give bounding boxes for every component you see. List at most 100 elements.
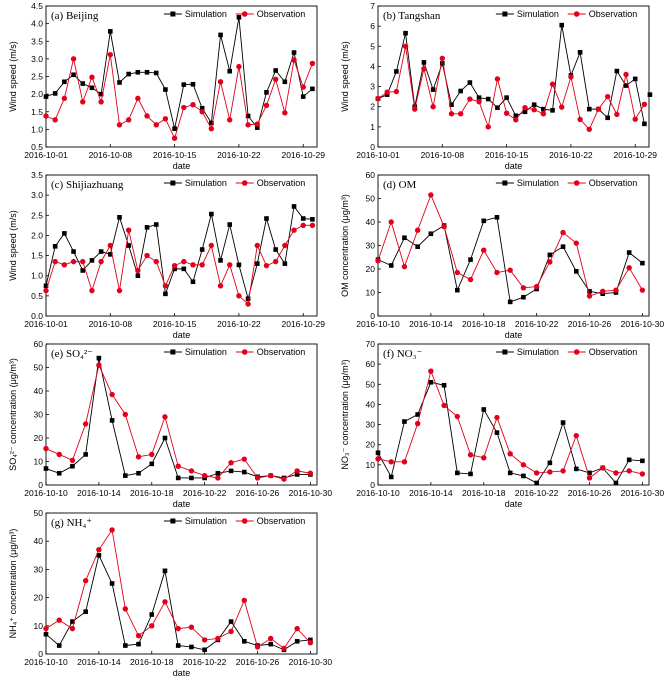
data-point-simulation bbox=[62, 79, 67, 85]
data-point-observation bbox=[441, 402, 447, 409]
panel-6: 0 10 20 30 40 50 2016-10-10 2016-10-14 2016-10-1… bbox=[8, 508, 332, 678]
data-point-simulation bbox=[394, 69, 399, 74]
y-tick-label: 3.5 bbox=[31, 170, 43, 180]
plot-frame bbox=[377, 343, 650, 486]
data-point-observation bbox=[69, 457, 76, 464]
x-tick-label: 2016-10-29 bbox=[281, 319, 325, 329]
data-point-observation bbox=[263, 262, 270, 269]
data-point-simulation bbox=[241, 639, 247, 644]
data-point-observation bbox=[467, 276, 474, 283]
legend-marker-square bbox=[502, 180, 508, 186]
data-point-observation bbox=[122, 606, 129, 612]
data-point-simulation bbox=[144, 69, 150, 75]
data-point-simulation bbox=[559, 22, 565, 28]
data-point-observation bbox=[454, 413, 461, 420]
series-line-simulation bbox=[45, 17, 313, 129]
data-point-observation bbox=[494, 76, 501, 82]
data-point-simulation bbox=[626, 250, 632, 255]
x-tick-label: 2016-10-30 bbox=[289, 657, 333, 667]
data-point-observation bbox=[171, 262, 178, 269]
data-point-simulation bbox=[123, 643, 128, 648]
x-tick-label: 2016-10-10 bbox=[24, 488, 68, 498]
data-point-observation bbox=[272, 76, 279, 83]
x-tick-label: 2016-10-08 bbox=[421, 150, 465, 160]
data-point-observation bbox=[375, 258, 381, 264]
data-point-simulation bbox=[541, 106, 546, 112]
legend-marker-circle bbox=[241, 518, 248, 524]
data-point-simulation bbox=[109, 581, 115, 586]
data-point-observation bbox=[268, 635, 274, 642]
y-tick-label: 0.5 bbox=[31, 142, 43, 152]
legend-entry-1: Observation bbox=[257, 347, 306, 357]
panel-5: 0 10 20 30 40 50 60 70 2016-10-10 2016-10-14 2016-… bbox=[340, 339, 664, 509]
data-point-simulation bbox=[300, 94, 306, 99]
data-point-observation bbox=[507, 451, 513, 457]
data-point-simulation bbox=[402, 235, 407, 241]
x-axis-label: date bbox=[173, 668, 191, 678]
data-point-observation bbox=[175, 463, 181, 469]
data-point-observation bbox=[281, 476, 287, 482]
data-point-observation bbox=[520, 285, 527, 291]
data-point-observation bbox=[96, 362, 102, 368]
y-tick-label: 70 bbox=[366, 339, 376, 349]
data-point-observation bbox=[208, 125, 215, 132]
data-point-observation bbox=[540, 111, 547, 117]
y-tick-label: 50 bbox=[34, 363, 44, 373]
data-point-simulation bbox=[605, 115, 610, 121]
data-point-simulation bbox=[98, 249, 104, 254]
data-point-observation bbox=[613, 287, 619, 293]
data-point-observation bbox=[485, 124, 491, 130]
x-tick-label: 2016-10-18 bbox=[130, 657, 174, 667]
data-point-simulation bbox=[126, 243, 131, 248]
y-tick-label: 0 bbox=[370, 480, 375, 490]
y-axis-label: NO₃⁻ concentration (μg/m³) bbox=[340, 359, 350, 469]
data-point-simulation bbox=[52, 91, 58, 96]
data-point-simulation bbox=[468, 257, 473, 262]
y-tick-label: 40 bbox=[34, 386, 44, 396]
data-point-simulation bbox=[647, 92, 653, 97]
data-point-simulation bbox=[43, 283, 49, 289]
y-tick-label: 60 bbox=[366, 359, 376, 369]
data-point-observation bbox=[89, 74, 95, 80]
data-point-simulation bbox=[163, 291, 168, 297]
data-point-simulation bbox=[375, 450, 381, 456]
x-tick-label: 2016-10-15 bbox=[153, 319, 197, 329]
legend-marker-circle bbox=[573, 180, 580, 186]
legend: Simulation Observation bbox=[163, 178, 305, 188]
data-point-simulation bbox=[190, 81, 196, 87]
data-point-observation bbox=[144, 113, 150, 119]
data-point-simulation bbox=[441, 382, 447, 388]
data-point-simulation bbox=[468, 471, 473, 477]
data-point-simulation bbox=[640, 260, 645, 266]
y-axis-label: NH₄⁺ concentration (μg/m³) bbox=[8, 529, 18, 639]
legend-marker-circle bbox=[241, 180, 248, 186]
data-point-observation bbox=[153, 122, 159, 128]
data-point-observation bbox=[282, 110, 288, 116]
legend-entry-0: Simulation bbox=[517, 9, 559, 19]
data-point-simulation bbox=[626, 457, 632, 463]
data-point-observation bbox=[254, 242, 260, 249]
data-point-observation bbox=[393, 88, 400, 95]
data-point-simulation bbox=[199, 247, 205, 252]
data-point-observation bbox=[428, 368, 434, 374]
y-tick-label: 1 bbox=[370, 122, 375, 132]
series-line-simulation bbox=[45, 358, 311, 479]
data-point-observation bbox=[402, 43, 409, 49]
y-tick-label: 2.0 bbox=[31, 230, 43, 240]
data-point-observation bbox=[43, 625, 49, 632]
y-tick-label: 7 bbox=[370, 1, 375, 11]
data-point-observation bbox=[604, 93, 611, 100]
data-point-observation bbox=[254, 475, 261, 481]
y-tick-label: 40 bbox=[366, 399, 376, 409]
y-tick-label: 3.0 bbox=[31, 54, 43, 64]
data-point-observation bbox=[282, 242, 288, 249]
data-point-simulation bbox=[573, 269, 579, 274]
x-tick-label: 2016-10-30 bbox=[621, 319, 665, 329]
data-point-observation bbox=[171, 135, 178, 141]
data-point-simulation bbox=[264, 90, 269, 95]
data-point-observation bbox=[600, 465, 606, 471]
data-point-observation bbox=[162, 283, 169, 289]
data-point-observation bbox=[586, 475, 593, 481]
data-point-simulation bbox=[96, 553, 102, 558]
data-point-simulation bbox=[245, 113, 251, 119]
